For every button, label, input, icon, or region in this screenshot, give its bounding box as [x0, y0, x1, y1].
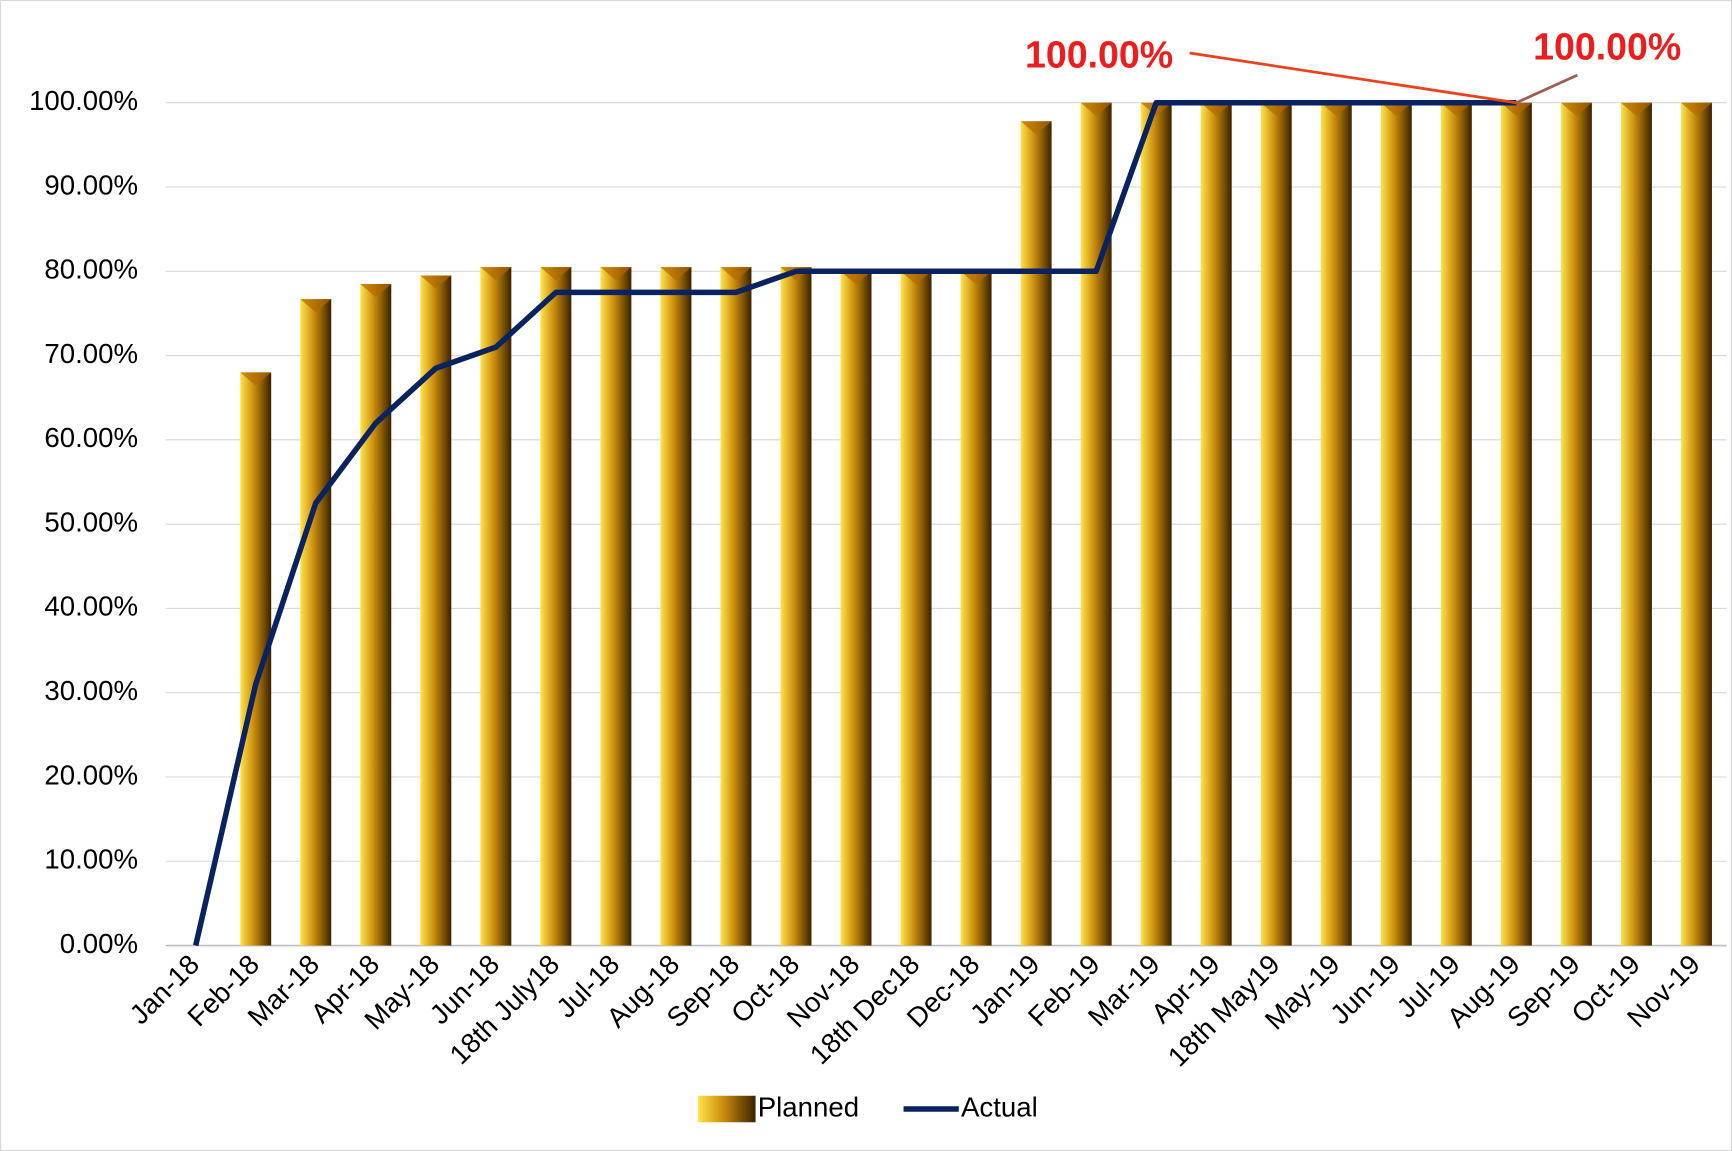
- bar: [1500, 102, 1532, 946]
- bar-bevel: [1680, 102, 1712, 116]
- bar: [1140, 102, 1172, 946]
- bar: [540, 267, 572, 946]
- y-tick-label: 100.00%: [29, 85, 138, 116]
- bar: [720, 267, 752, 946]
- bar: [660, 267, 692, 946]
- bar-bevel: [360, 283, 392, 298]
- bar: [420, 275, 452, 946]
- annotation-label: 100.00%: [1025, 33, 1173, 75]
- bar: [1260, 102, 1292, 946]
- bar: [840, 271, 872, 946]
- bar-bevel: [300, 299, 332, 313]
- bar-bevel: [1020, 121, 1052, 135]
- bar-bevel: [480, 267, 512, 281]
- bar-bevel: [720, 267, 752, 281]
- bar: [780, 267, 812, 946]
- bar-bevel: [900, 271, 932, 285]
- bar-bevel: [1260, 102, 1292, 116]
- bar: [1560, 102, 1592, 946]
- y-tick-label: 90.00%: [44, 169, 138, 200]
- bar: [1620, 102, 1652, 946]
- bar-bevel: [1440, 102, 1472, 116]
- y-tick-label: 60.00%: [44, 422, 138, 453]
- bar-bevel: [660, 267, 692, 281]
- y-tick-label: 50.00%: [44, 506, 138, 537]
- bar: [1080, 102, 1112, 946]
- legend-swatch: [698, 1095, 756, 1123]
- y-tick-label: 10.00%: [44, 844, 138, 875]
- bar-bevel: [840, 271, 872, 285]
- bar: [900, 271, 932, 946]
- annotation-leader: [1515, 73, 1578, 104]
- bar: [1440, 102, 1472, 946]
- y-tick-label: 40.00%: [44, 591, 138, 622]
- y-tick-label: 80.00%: [44, 254, 138, 285]
- bar-bevel: [1620, 102, 1652, 116]
- bar: [1320, 102, 1352, 946]
- bar: [1680, 102, 1712, 946]
- bar: [1380, 102, 1412, 946]
- bar-bevel: [240, 372, 272, 386]
- bar: [600, 267, 632, 946]
- bar: [300, 299, 332, 946]
- bar-bevel: [1500, 102, 1532, 116]
- bar: [360, 283, 392, 946]
- legend-label: Actual: [961, 1091, 1038, 1122]
- bar-bevel: [540, 267, 572, 281]
- y-tick-label: 0.00%: [60, 928, 138, 959]
- bar-bevel: [1320, 102, 1352, 116]
- y-tick-label: 70.00%: [44, 338, 138, 369]
- bar-bevel: [960, 271, 992, 285]
- legend-label: Planned: [758, 1091, 859, 1122]
- bar-bevel: [600, 267, 632, 281]
- bar-bevel: [1080, 102, 1112, 116]
- bar: [480, 267, 512, 946]
- line: [193, 99, 1517, 947]
- bar-bevel: [420, 275, 452, 289]
- y-tick-label: 20.00%: [44, 759, 138, 790]
- bar: [1200, 102, 1232, 946]
- bar-bevel: [1380, 102, 1412, 116]
- annotation-label: 100.00%: [1533, 26, 1681, 68]
- bar-bevel: [1560, 102, 1592, 116]
- bar: [1020, 121, 1052, 946]
- bar: [960, 271, 992, 946]
- annotation-leader: [1189, 51, 1517, 105]
- bar-bevel: [1200, 102, 1232, 116]
- y-tick-label: 30.00%: [44, 675, 138, 706]
